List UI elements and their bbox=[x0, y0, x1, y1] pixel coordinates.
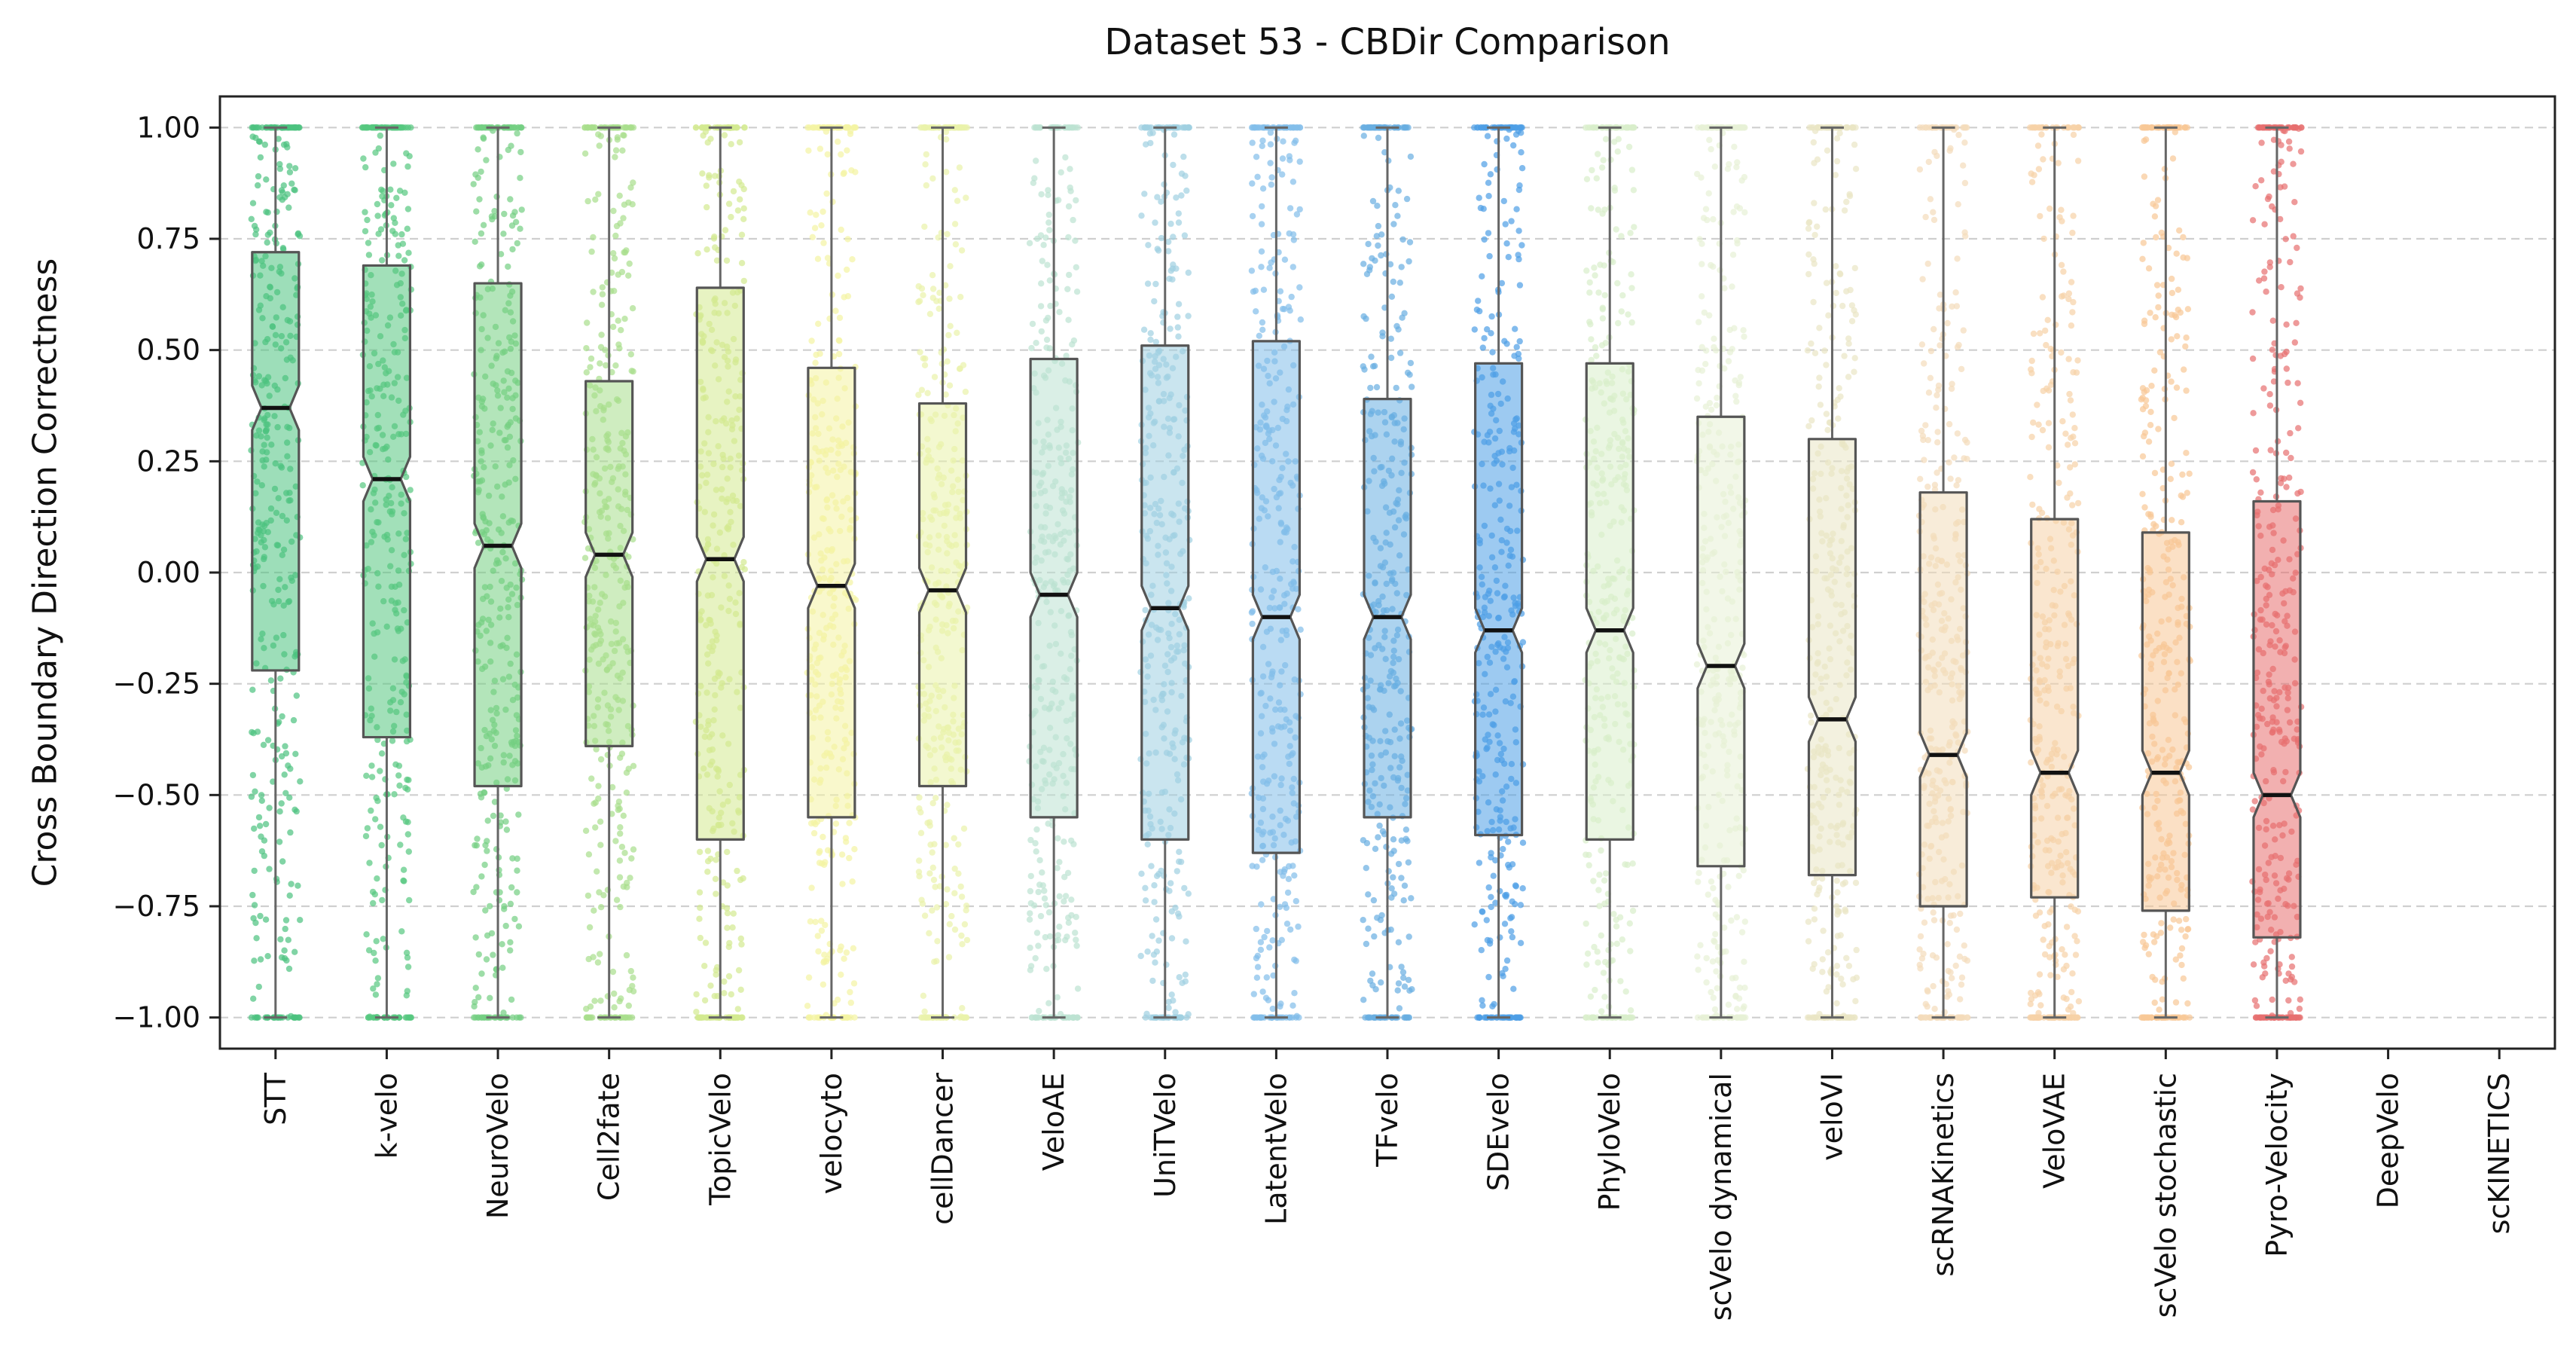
chart-title: Dataset 53 - CBDir Comparison bbox=[1104, 21, 1671, 63]
